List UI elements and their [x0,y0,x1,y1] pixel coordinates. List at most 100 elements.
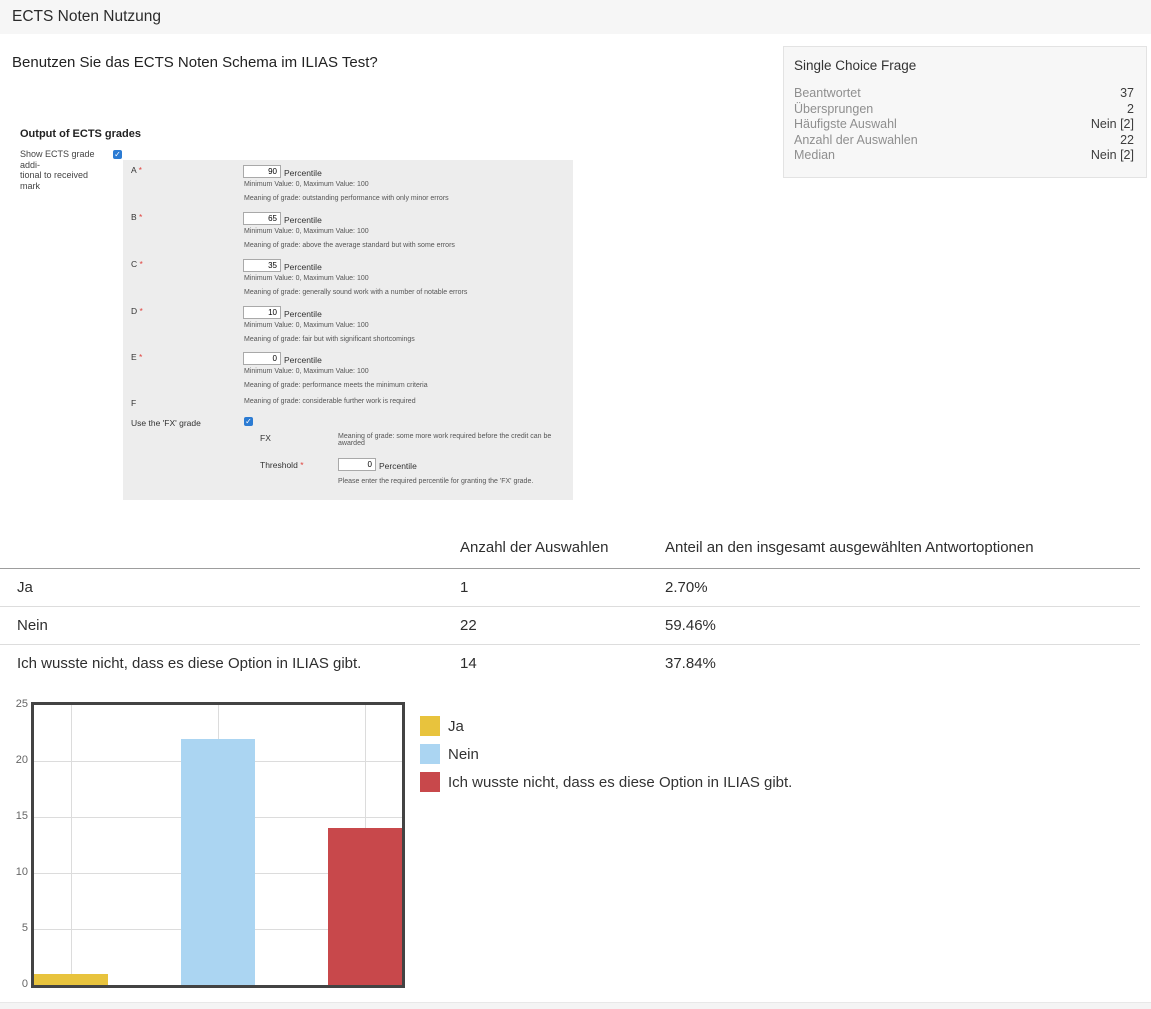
stats-panel: Single Choice Frage Beantwortet 37 Übers… [783,46,1147,178]
stat-label: Median [794,148,835,162]
grade-meaning: Meaning of grade: generally sound work w… [244,289,468,296]
y-axis-tick-label: 0 [21,978,28,990]
use-fx-grade-row: Use the 'FX' grade ✓ [123,416,573,463]
grade-row-d: D * Percentile Minimum Value: 0, Maximum… [123,304,573,351]
question-text: Benutzen Sie das ECTS Noten Schema im IL… [12,54,378,71]
count-cell: 14 [460,655,477,672]
option-cell: Nein [17,617,48,634]
fx-grade-row: FX Meaning of grade: some more work requ… [123,431,573,478]
required-asterisk: * [300,460,304,470]
use-fx-grade-label: Use the 'FX' grade [131,418,201,428]
y-axis-tick-label: 20 [15,754,28,766]
stat-row-skipped: Übersprungen 2 [784,102,1146,118]
required-asterisk: * [138,165,142,175]
stat-row-median: Median Nein [2] [784,148,1146,164]
stat-value: 22 [1120,132,1134,147]
stat-row-selection-count: Anzahl der Auswahlen 22 [784,133,1146,149]
ects-form-heading: Output of ECTS grades [20,128,141,140]
grade-e-percentile-input [243,352,281,366]
min-max-help: Minimum Value: 0, Maximum Value: 100 [244,368,369,375]
bar-chart: 0 5 10 15 20 25 [4,697,414,997]
percentile-unit-label: Percentile [284,215,322,225]
grade-meaning: Meaning of grade: considerable further w… [244,398,416,405]
grade-row-a: A * Percentile Minimum Value: 0, Maximum… [123,163,573,210]
required-asterisk: * [139,212,143,222]
legend-swatch-wusste-nicht [420,772,440,792]
grade-a-percentile-input [243,165,281,179]
stat-label: Häufigste Auswahl [794,117,897,131]
legend-label: Ja [448,717,464,735]
chart-plot-area [31,702,405,988]
grade-row-f: F Meaning of grade: considerable further… [123,396,573,443]
stat-value: 37 [1120,86,1134,100]
min-max-help: Minimum Value: 0, Maximum Value: 100 [244,275,369,282]
stat-value: 2 [1127,101,1134,116]
bar-1 [181,738,255,985]
min-max-help: Minimum Value: 0, Maximum Value: 100 [244,228,369,235]
y-axis-tick-label: 15 [15,810,28,822]
percentile-unit-label: Percentile [284,309,322,319]
percentile-unit-label: Percentile [379,461,417,471]
question-title-bar: ECTS Noten Nutzung [0,0,1151,34]
page-title: ECTS Noten Nutzung [12,8,162,25]
share-cell: 37.84% [665,655,716,672]
legend-item-wusste-nicht: Ich wusste nicht, dass es diese Option i… [420,768,792,796]
grade-label: D * [131,306,143,316]
column-header-share: Anteil an den insgesamt ausgewählten Ant… [665,539,1034,556]
grade-label: F [131,398,137,408]
stat-row-answered: Beantwortet 37 [784,86,1146,102]
chart-plot-inner [34,705,402,985]
option-cell: Ja [17,579,33,596]
y-axis-tick-label: 5 [21,922,28,934]
count-cell: 1 [460,579,469,596]
required-asterisk: * [139,352,143,362]
grade-label: C * [131,259,143,269]
footer-strip [0,1002,1151,1009]
grade-label: E * [131,352,143,362]
table-row: Ich wusste nicht, dass es diese Option i… [0,645,1140,682]
grade-meaning: Meaning of grade: above the average stan… [244,242,455,249]
results-table-header: Anzahl der Auswahlen Anteil an den insge… [0,531,1140,569]
grade-c-percentile-input [243,259,281,273]
stat-label: Übersprungen [794,101,874,116]
fx-threshold-percentile-input [338,458,376,472]
grade-meaning: Meaning of grade: performance meets the … [244,382,428,389]
legend-swatch-nein [420,744,440,764]
ects-grades-panel: A * Percentile Minimum Value: 0, Maximum… [123,160,573,500]
y-axis-tick-label: 10 [15,866,28,878]
table-row: Nein 22 59.46% [0,607,1140,645]
share-cell: 59.46% [665,617,716,634]
legend-label: Nein [448,745,479,763]
stats-panel-title: Single Choice Frage [794,58,917,73]
grade-label: A * [131,165,142,175]
min-max-help: Minimum Value: 0, Maximum Value: 100 [244,322,369,329]
ects-show-grade-label: Show ECTS grade addi- tional to received… [20,149,95,191]
fx-grade-label: FX [260,433,271,443]
grade-row-c: C * Percentile Minimum Value: 0, Maximum… [123,257,573,304]
bar-2 [328,828,402,985]
table-row: Ja 1 2.70% [0,569,1140,607]
legend-swatch-ja [420,716,440,736]
y-axis-tick-label: 25 [15,698,28,710]
stat-label: Anzahl der Auswahlen [794,132,918,147]
stat-value: Nein [2] [1090,117,1134,131]
chart-legend: Ja Nein Ich wusste nicht, dass es diese … [420,712,792,796]
count-cell: 22 [460,617,477,634]
stat-row-most-frequent: Häufigste Auswahl Nein [2] [784,117,1146,133]
grade-meaning: Meaning of grade: fair but with signific… [244,336,415,343]
grade-label: B * [131,212,143,222]
stat-label: Beantwortet [794,86,861,100]
option-cell: Ich wusste nicht, dass es diese Option i… [17,655,362,672]
required-asterisk: * [139,306,143,316]
gridline-vertical [71,705,72,985]
legend-item-nein: Nein [420,740,792,768]
fx-threshold-row: Threshold * Percentile Please enter the … [123,456,573,503]
grade-row-e: E * Percentile Minimum Value: 0, Maximum… [123,350,573,397]
percentile-unit-label: Percentile [284,168,322,178]
column-header-option [17,539,460,556]
bar-0 [34,973,108,985]
grade-b-percentile-input [243,212,281,226]
percentile-unit-label: Percentile [284,262,322,272]
grade-d-percentile-input [243,306,281,320]
